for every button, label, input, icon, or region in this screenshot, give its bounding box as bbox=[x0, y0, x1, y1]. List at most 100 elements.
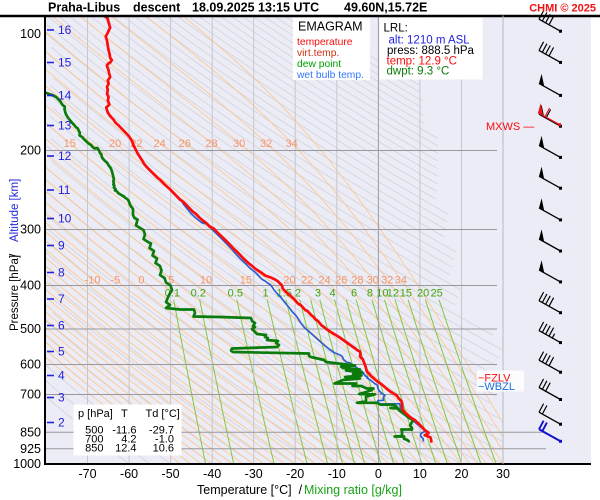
svg-text:-70: -70 bbox=[78, 467, 96, 481]
svg-text:850: 850 bbox=[20, 426, 41, 440]
svg-text:700: 700 bbox=[20, 388, 41, 402]
svg-text:34: 34 bbox=[395, 275, 407, 287]
svg-text:30: 30 bbox=[496, 467, 510, 481]
svg-text:3: 3 bbox=[58, 391, 65, 405]
svg-text:11: 11 bbox=[58, 183, 71, 197]
svg-text:5: 5 bbox=[58, 345, 65, 359]
svg-text:4: 4 bbox=[330, 288, 336, 300]
svg-text:20: 20 bbox=[109, 138, 121, 150]
svg-text:9: 9 bbox=[58, 239, 65, 253]
svg-text:-29.7: -29.7 bbox=[149, 425, 174, 437]
svg-text:6: 6 bbox=[58, 319, 65, 333]
svg-text:Td [°C]: Td [°C] bbox=[146, 408, 180, 420]
svg-text:850: 850 bbox=[85, 443, 103, 455]
svg-text:CHMI © 2025: CHMI © 2025 bbox=[529, 3, 596, 15]
svg-text:1: 1 bbox=[262, 288, 268, 300]
svg-text:virt.temp.: virt.temp. bbox=[297, 48, 339, 59]
svg-text:25: 25 bbox=[431, 288, 443, 300]
svg-text:925: 925 bbox=[20, 442, 41, 456]
svg-text:temp: 12.9 °C: temp: 12.9 °C bbox=[387, 56, 457, 68]
svg-text:Temperature [°C] /: Temperature [°C] / bbox=[197, 483, 303, 497]
svg-text:6: 6 bbox=[351, 288, 357, 300]
svg-text:30: 30 bbox=[367, 275, 379, 287]
svg-text:12: 12 bbox=[58, 149, 72, 163]
svg-text:10: 10 bbox=[413, 467, 427, 481]
svg-text:22: 22 bbox=[301, 275, 313, 287]
svg-text:p [hPa]: p [hPa] bbox=[78, 408, 113, 420]
svg-text:18.09.2025 13:15 UTC: 18.09.2025 13:15 UTC bbox=[192, 1, 319, 15]
svg-text:-10: -10 bbox=[328, 467, 346, 481]
svg-text:0: 0 bbox=[138, 275, 144, 287]
svg-text:0.2: 0.2 bbox=[191, 288, 206, 300]
svg-text:32: 32 bbox=[381, 275, 393, 287]
svg-text:8: 8 bbox=[367, 288, 373, 300]
svg-text:10: 10 bbox=[58, 212, 72, 226]
svg-text:-10: -10 bbox=[84, 275, 100, 287]
svg-text:-50: -50 bbox=[162, 467, 180, 481]
svg-text:100: 100 bbox=[20, 27, 41, 41]
svg-text:Mixing ratio [g/kg]: Mixing ratio [g/kg] bbox=[304, 483, 402, 497]
svg-text:Praha-Libus: Praha-Libus bbox=[48, 1, 120, 15]
svg-text:700: 700 bbox=[85, 434, 103, 446]
svg-text:3: 3 bbox=[315, 288, 321, 300]
svg-text:15: 15 bbox=[58, 56, 72, 70]
svg-text:-20: -20 bbox=[286, 467, 304, 481]
svg-text:14: 14 bbox=[58, 89, 72, 103]
svg-text:15: 15 bbox=[240, 275, 252, 287]
svg-text:20: 20 bbox=[283, 275, 295, 287]
svg-text:−WBZL: −WBZL bbox=[478, 381, 515, 393]
svg-text:20: 20 bbox=[417, 288, 429, 300]
svg-text:0: 0 bbox=[375, 467, 382, 481]
svg-text:dwpt: 9.3 °C: dwpt: 9.3 °C bbox=[387, 66, 450, 78]
svg-text:Pressure [hPa]: Pressure [hPa] bbox=[9, 255, 21, 331]
svg-text:2: 2 bbox=[295, 288, 301, 300]
svg-text:13: 13 bbox=[58, 119, 72, 133]
svg-text:wet bulb temp.: wet bulb temp. bbox=[296, 70, 364, 81]
svg-text:dew point: dew point bbox=[297, 59, 341, 70]
svg-text:-60: -60 bbox=[120, 467, 138, 481]
svg-text:-5: -5 bbox=[111, 275, 121, 287]
svg-text:4: 4 bbox=[58, 369, 65, 383]
svg-text:26: 26 bbox=[335, 275, 347, 287]
svg-text:EMAGRAM: EMAGRAM bbox=[298, 20, 363, 34]
svg-text:400: 400 bbox=[20, 279, 41, 293]
svg-text:alt: 1210 m ASL: alt: 1210 m ASL bbox=[389, 35, 471, 47]
svg-text:500: 500 bbox=[20, 322, 41, 336]
svg-text:600: 600 bbox=[20, 358, 41, 372]
svg-text:7: 7 bbox=[58, 292, 65, 306]
svg-text:10.6: 10.6 bbox=[153, 443, 174, 455]
svg-text:0.5: 0.5 bbox=[228, 288, 243, 300]
svg-text:28: 28 bbox=[351, 275, 363, 287]
svg-text:26: 26 bbox=[179, 138, 191, 150]
svg-text:500: 500 bbox=[85, 425, 103, 437]
svg-text:2: 2 bbox=[58, 416, 65, 430]
svg-text:4.2: 4.2 bbox=[121, 434, 136, 446]
svg-text:49.60N,15.72E: 49.60N,15.72E bbox=[344, 1, 427, 15]
svg-text:28: 28 bbox=[205, 138, 217, 150]
svg-text:T: T bbox=[121, 408, 128, 420]
svg-text:-1.0: -1.0 bbox=[155, 434, 174, 446]
svg-text:5: 5 bbox=[168, 275, 174, 287]
svg-text:descent: descent bbox=[133, 1, 181, 15]
svg-text:15: 15 bbox=[400, 288, 412, 300]
svg-text:/: / bbox=[9, 253, 21, 257]
svg-text:10: 10 bbox=[200, 275, 212, 287]
svg-text:20: 20 bbox=[455, 467, 469, 481]
svg-text:8: 8 bbox=[58, 266, 65, 280]
svg-text:24: 24 bbox=[153, 138, 165, 150]
svg-text:300: 300 bbox=[20, 223, 41, 237]
svg-text:34: 34 bbox=[285, 138, 297, 150]
svg-text:1000: 1000 bbox=[13, 457, 41, 471]
svg-text:10: 10 bbox=[376, 288, 388, 300]
svg-text:LRL:: LRL: bbox=[384, 23, 408, 35]
svg-text:30: 30 bbox=[233, 138, 245, 150]
svg-text:MXWS —: MXWS — bbox=[486, 121, 534, 133]
svg-text:16: 16 bbox=[58, 23, 72, 37]
svg-text:-11.6: -11.6 bbox=[112, 425, 136, 437]
svg-text:−FZLV: −FZLV bbox=[478, 373, 511, 385]
svg-text:-30: -30 bbox=[245, 467, 263, 481]
svg-text:200: 200 bbox=[20, 144, 41, 158]
svg-text:12: 12 bbox=[387, 288, 399, 300]
svg-text:12.4: 12.4 bbox=[115, 443, 136, 455]
svg-text:temperature: temperature bbox=[297, 37, 353, 48]
